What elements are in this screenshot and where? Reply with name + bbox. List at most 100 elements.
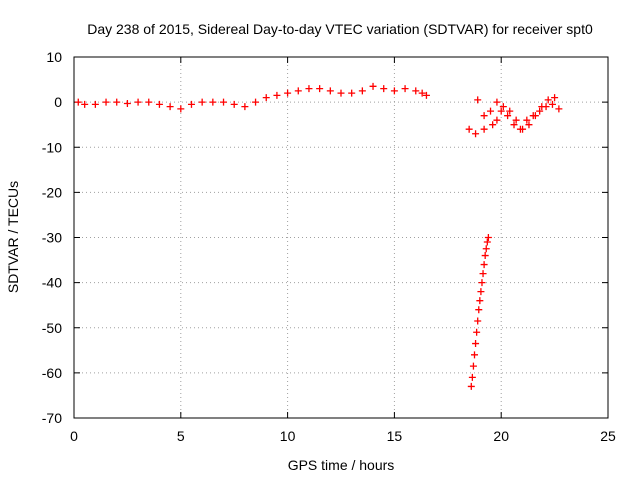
data-point-late-cluster [555,105,563,113]
data-point-late-cluster [551,94,559,102]
data-point-steep-drop [469,362,477,370]
data-point-late-cluster [480,125,488,133]
data-point-main-track [155,100,163,108]
data-point-main-track [198,98,206,106]
data-point-late-cluster [544,96,552,104]
data-point-main-track [412,87,420,95]
data-point-main-track [348,89,356,97]
data-point-steep-drop [480,261,488,269]
y-tick-label: -20 [42,184,62,200]
data-point-late-cluster [487,107,495,115]
data-point-late-cluster [548,100,556,108]
data-point-main-track [337,89,345,97]
data-point-late-cluster [525,121,533,129]
data-point-main-track [305,85,313,93]
y-tick-label: -50 [42,320,62,336]
data-point-late-cluster [480,112,488,120]
data-point-steep-drop [482,245,490,253]
grid-lines [74,57,608,418]
data-point-main-track [102,98,110,106]
data-point-main-track [209,98,217,106]
data-point-main-track [262,94,270,102]
data-point-main-track [113,98,121,106]
data-point-late-cluster [504,112,512,120]
data-point-main-track [369,82,377,90]
y-tick-label: -70 [42,410,62,426]
data-point-main-track [74,98,82,106]
y-axis-label: SDTVAR / TECUs [5,181,21,293]
data-point-main-track [380,85,388,93]
data-point-main-track [134,98,142,106]
x-tick-labels: 0 5 10 15 20 25 [70,428,616,444]
x-axis-label: GPS time / hours [288,457,395,473]
data-point-main-track [241,103,249,111]
x-tick-label: 20 [493,428,509,444]
data-point-late-cluster [531,112,539,120]
y-tick-labels: 10 0 -10 -20 -30 -40 -50 -60 -70 [42,49,62,426]
data-point-main-track [418,89,426,97]
y-tick-label: 10 [46,49,62,65]
data-point-steep-drop [467,382,475,390]
data-point-late-cluster [506,107,514,115]
data-point-main-track [187,100,195,108]
y-tick-label: -30 [42,230,62,246]
data-point-late-cluster [474,96,482,104]
data-point-steep-drop [473,328,481,336]
data-point-main-track [220,98,228,106]
data-point-main-track [166,103,174,111]
data-point-late-cluster [523,116,531,124]
data-point-steep-drop [481,252,489,260]
data-point-late-cluster [536,107,544,115]
data-point-main-track [401,85,409,93]
data-point-steep-drop [483,238,491,246]
data-point-main-track [177,105,185,113]
x-tick-label: 5 [177,428,185,444]
data-point-main-track [390,87,398,95]
data-point-late-cluster [510,121,518,129]
data-point-steep-drop [477,288,485,296]
data-point-steep-drop [478,279,486,287]
y-tick-label: -60 [42,365,62,381]
data-point-main-track [81,100,89,108]
data-point-main-track [358,87,366,95]
data-point-main-track [422,91,430,99]
data-point-late-cluster [519,125,527,133]
data-point-main-track [316,85,324,93]
y-tick-label: -10 [42,139,62,155]
y-tick-label: -40 [42,275,62,291]
data-point-late-cluster [489,121,497,129]
data-point-late-cluster [465,125,473,133]
x-tick-label: 15 [387,428,403,444]
data-point-steep-drop [468,373,476,381]
data-point-main-track [252,98,260,106]
data-point-late-cluster [493,98,501,106]
x-tick-label: 25 [600,428,616,444]
data-point-main-track [123,99,131,107]
data-point-main-track [326,87,334,95]
x-tick-label: 0 [70,428,78,444]
data-point-steep-drop [471,351,478,359]
y-tick-label: 0 [54,94,62,110]
data-point-late-cluster [512,116,520,124]
data-point-steep-drop [479,270,487,278]
data-point-steep-drop [476,297,484,305]
x-tick-label: 10 [280,428,296,444]
plot-frame [73,56,609,419]
data-point-steep-drop [475,306,483,314]
data-point-late-cluster [538,103,546,111]
data-point-main-track [145,98,153,106]
data-point-main-track [91,100,99,108]
data-point-main-track [294,87,302,95]
data-point-steep-drop [472,340,480,348]
data-point-steep-drop [474,317,482,325]
data-point-late-cluster [497,107,505,115]
chart-title: Day 238 of 2015, Sidereal Day-to-day VTE… [87,21,593,37]
data-point-late-cluster [472,130,480,138]
data-point-late-cluster [499,103,507,111]
data-point-main-track [273,91,281,99]
data-point-main-track [230,100,238,108]
data-point-main-track [284,89,292,97]
data-points [74,82,563,390]
data-point-late-cluster [493,116,501,124]
